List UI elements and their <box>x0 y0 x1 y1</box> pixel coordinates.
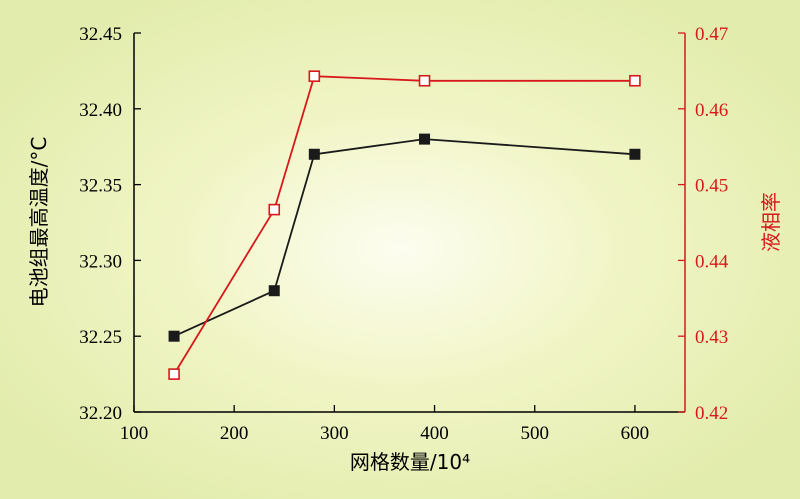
chart-axes <box>133 33 686 413</box>
x-tick-label: 400 <box>420 423 449 444</box>
y-left-tick-label: 32.40 <box>79 100 122 121</box>
x-tick-label: 500 <box>520 423 549 444</box>
y-axis-left-label: 电池组最高温度/°C <box>27 137 51 308</box>
y-right-tick-label: 0.44 <box>695 251 729 272</box>
x-tick-label: 300 <box>320 423 349 444</box>
x-axis-label: 网格数量/10⁴ <box>350 450 470 474</box>
chart-markers <box>168 70 641 380</box>
point-temperature <box>268 285 280 297</box>
point-temperature <box>419 133 431 145</box>
point-liquid-fraction <box>629 74 641 87</box>
point-temperature <box>308 148 320 160</box>
point-liquid-fraction <box>168 368 180 380</box>
y-axis-right-label: 液相率 <box>759 192 783 252</box>
point-liquid-fraction <box>268 203 281 216</box>
x-tick-label: 200 <box>220 423 249 444</box>
y-left-tick-label: 32.30 <box>79 251 122 272</box>
point-liquid-fraction <box>308 70 321 83</box>
point-temperature <box>168 330 180 342</box>
x-tick-label: 100 <box>120 423 149 444</box>
y-right-tick-label: 0.43 <box>695 327 728 348</box>
series-line-liquid-fraction <box>173 75 635 375</box>
series-line-temperature <box>173 138 635 338</box>
y-right-tick-label: 0.47 <box>695 24 728 45</box>
y-right-tick-label: 0.46 <box>695 100 728 121</box>
y-left-tick-label: 32.45 <box>79 24 122 45</box>
y-right-tick-label: 0.45 <box>695 176 728 197</box>
point-liquid-fraction <box>418 74 431 87</box>
x-tick-label: 600 <box>621 423 650 444</box>
y-left-tick-label: 32.35 <box>79 176 122 197</box>
chart-lines <box>173 75 635 375</box>
y-left-tick-label: 32.20 <box>79 403 122 424</box>
point-temperature <box>629 148 641 160</box>
chart-ticks: 100 200 300 400 500 600 32.20 32.25 32.30 32.35 32… <box>79 24 729 444</box>
y-right-tick-label: 0.42 <box>695 403 728 424</box>
y-left-tick-label: 32.25 <box>79 327 122 348</box>
